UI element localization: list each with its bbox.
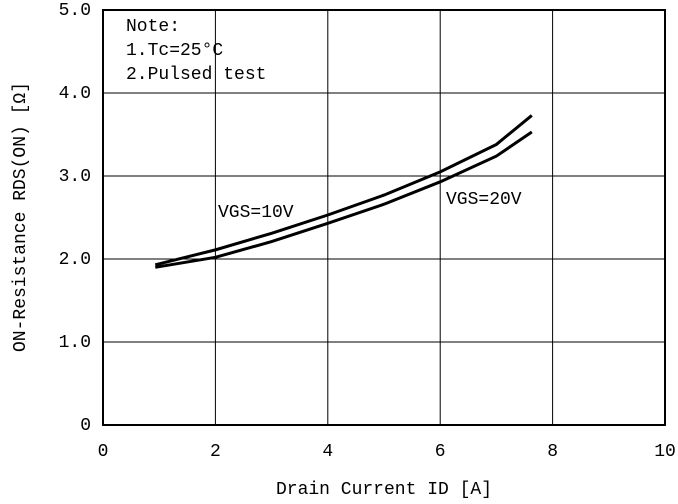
note: 1.Tc=25°C <box>126 41 223 61</box>
y-tick-label: 0 <box>80 416 91 436</box>
x-tick-label: 8 <box>547 442 558 462</box>
y-axis-label: ON-Resistance RDS(ON) [Ω] <box>11 82 31 352</box>
line <box>154 114 533 267</box>
line <box>155 130 533 269</box>
series-label: VGS=10V <box>218 203 294 223</box>
y-tick-label: 5.0 <box>59 1 91 21</box>
x-tick-label: 4 <box>322 442 333 462</box>
x-tick-label: 10 <box>654 442 676 462</box>
y-tick-label: 1.0 <box>59 333 91 353</box>
y-tick-label: 2.0 <box>59 250 91 270</box>
note: Note: <box>126 17 180 37</box>
y-tick-label: 4.0 <box>59 84 91 104</box>
x-tick-label: 0 <box>98 442 109 462</box>
x-axis-label: Drain Current ID [A] <box>276 480 492 500</box>
x-tick-label: 2 <box>210 442 221 462</box>
note: 2.Pulsed test <box>126 65 266 85</box>
x-tick-label: 6 <box>435 442 446 462</box>
y-tick-label: 3.0 <box>59 167 91 187</box>
series-label: VGS=20V <box>446 190 522 210</box>
